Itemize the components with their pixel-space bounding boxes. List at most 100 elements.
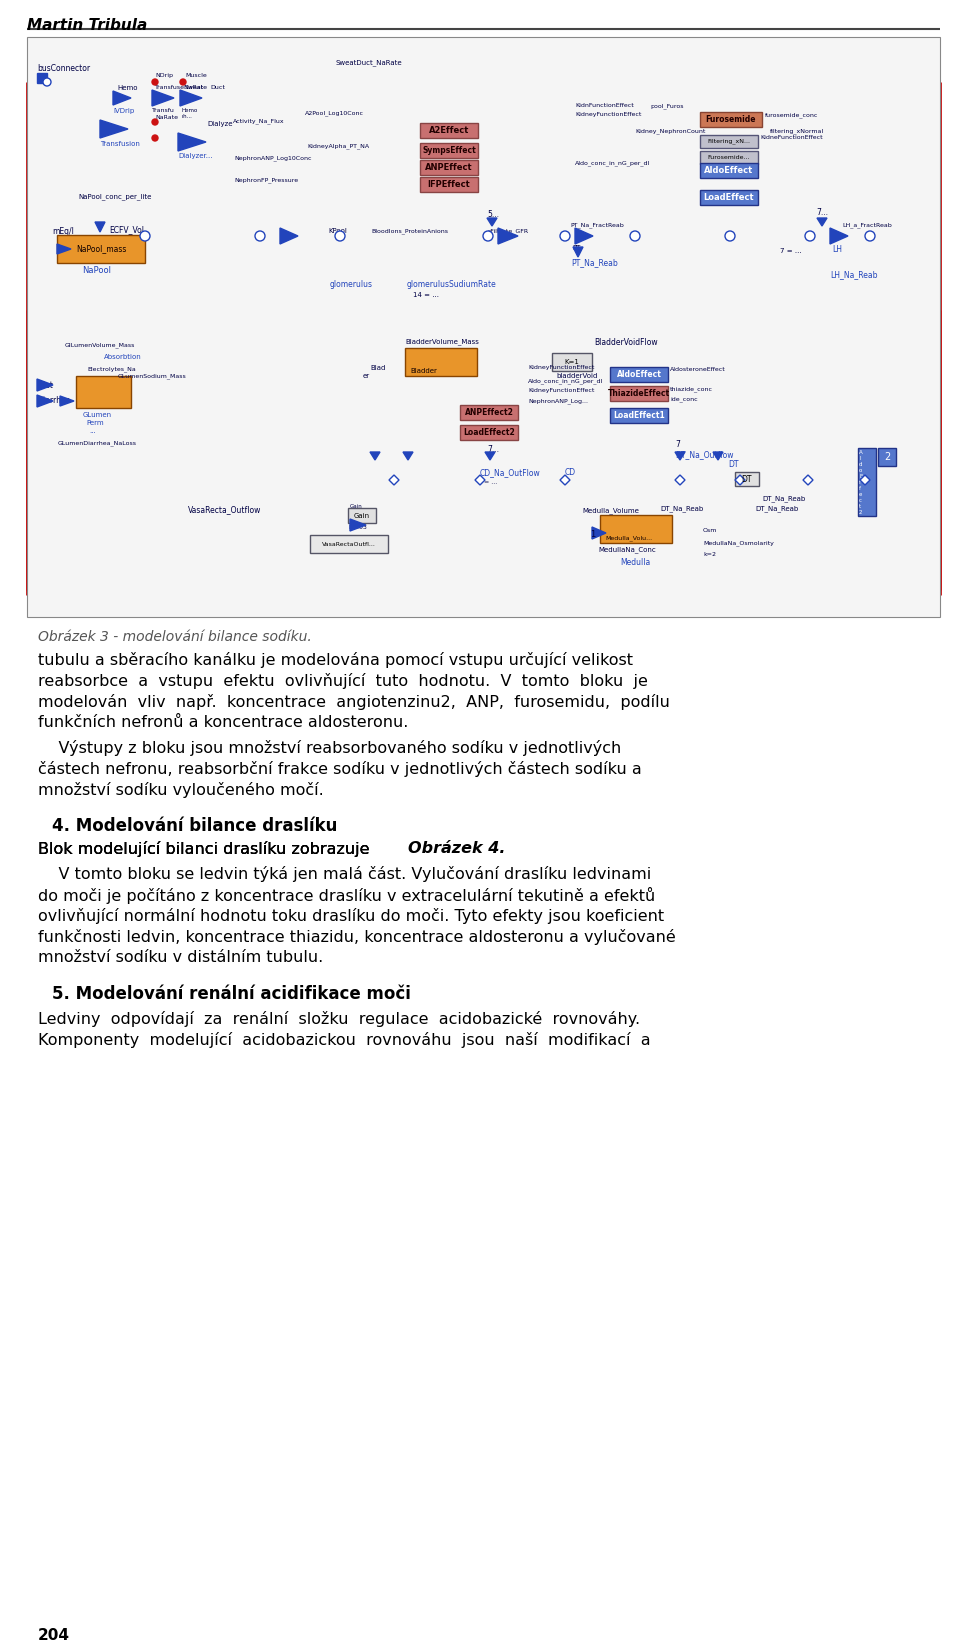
Text: mEq/l: mEq/l	[52, 226, 74, 236]
Text: Obrázek 4.: Obrázek 4.	[408, 840, 506, 855]
Text: filtering_xNormal: filtering_xNormal	[770, 129, 824, 134]
Text: SympsEffect: SympsEffect	[422, 145, 476, 155]
Text: 2: 2	[859, 510, 862, 515]
Text: DT_Na_Reab: DT_Na_Reab	[755, 505, 799, 512]
Text: Bladder: Bladder	[410, 368, 437, 375]
Polygon shape	[735, 475, 745, 485]
Text: NDrip: NDrip	[155, 73, 173, 78]
Bar	[348, 509, 376, 523]
Text: c: c	[859, 499, 862, 504]
Polygon shape	[860, 475, 870, 485]
Text: VasaRecta_Outflow: VasaRecta_Outflow	[188, 505, 261, 513]
Text: ANPEffect: ANPEffect	[425, 163, 473, 172]
Polygon shape	[573, 248, 583, 258]
Text: Furosemide...: Furosemide...	[708, 155, 751, 160]
Text: Furosemide: Furosemide	[706, 116, 756, 124]
Text: 7...: 7...	[816, 208, 828, 216]
Bar	[57, 234, 145, 263]
Polygon shape	[560, 475, 570, 485]
Polygon shape	[152, 91, 174, 106]
Circle shape	[865, 231, 875, 241]
Bar	[405, 348, 477, 376]
Text: Komponenty  modelující  acidobazickou  rovnováhu  jsou  naší  modifikací  a: Komponenty modelující acidobazickou rovn…	[38, 1032, 651, 1048]
Polygon shape	[113, 91, 131, 106]
Text: Martin Tribula: Martin Tribula	[27, 18, 147, 33]
Circle shape	[335, 231, 345, 241]
Text: l: l	[859, 456, 860, 461]
Bar	[858, 447, 876, 517]
Text: GLumen: GLumen	[83, 413, 112, 418]
Text: KidneyFunctionEffect: KidneyFunctionEffect	[528, 365, 594, 370]
Bar	[460, 424, 518, 441]
Polygon shape	[60, 396, 74, 406]
Bar	[700, 112, 762, 127]
Text: Transfusion: Transfusion	[100, 140, 140, 147]
Text: KPool: KPool	[328, 228, 347, 234]
Text: Medulla_Volume: Medulla_Volume	[582, 507, 638, 513]
Bar	[27, 36, 940, 617]
Circle shape	[560, 231, 570, 241]
Text: A2Effect: A2Effect	[429, 125, 469, 135]
Text: glomerulusSudiumRate: glomerulusSudiumRate	[407, 281, 496, 289]
Text: k=.03: k=.03	[348, 525, 367, 530]
Text: KidneFunctionEffect: KidneFunctionEffect	[760, 135, 823, 140]
Text: ANPEffect2: ANPEffect2	[465, 408, 514, 418]
Text: NephronFP_Pressure: NephronFP_Pressure	[234, 177, 299, 183]
Text: ide_conc: ide_conc	[670, 396, 698, 401]
Bar	[878, 447, 896, 466]
Text: Blok modelující bilanci draslíku zobrazuje: Blok modelující bilanci draslíku zobrazu…	[38, 840, 374, 857]
Bar	[310, 535, 388, 553]
Text: Activity_Na_Flux: Activity_Na_Flux	[233, 117, 284, 124]
Text: Gain: Gain	[354, 512, 370, 518]
Text: A: A	[859, 451, 863, 456]
Text: množství sodíku v distálním tubulu.: množství sodíku v distálním tubulu.	[38, 949, 324, 964]
Text: f: f	[859, 480, 861, 485]
Polygon shape	[280, 228, 298, 244]
Text: LoadEffect1: LoadEffect1	[613, 411, 665, 419]
Circle shape	[805, 231, 815, 241]
Bar	[420, 177, 478, 192]
Circle shape	[152, 119, 158, 125]
Text: Gain: Gain	[350, 504, 363, 509]
Text: bladderVoid: bladderVoid	[556, 373, 597, 380]
Text: Hemo
rh...: Hemo rh...	[182, 107, 199, 119]
Polygon shape	[675, 475, 685, 485]
Circle shape	[180, 79, 186, 84]
Polygon shape	[350, 518, 366, 532]
Text: 204: 204	[38, 1628, 70, 1643]
Text: LH: LH	[832, 244, 842, 254]
Text: ECFV_Vol: ECFV_Vol	[109, 225, 144, 234]
Text: Transfu: Transfu	[152, 107, 175, 112]
Bar	[37, 73, 47, 83]
Polygon shape	[803, 475, 813, 485]
Text: GLumenDiarrhea_NaLoss: GLumenDiarrhea_NaLoss	[58, 441, 137, 446]
Text: 5...: 5...	[487, 210, 499, 220]
Text: 7: 7	[675, 441, 680, 449]
Polygon shape	[498, 228, 518, 244]
Text: DT_Na_Outflow: DT_Na_Outflow	[675, 451, 733, 459]
Polygon shape	[403, 452, 413, 461]
Text: LoadEffect: LoadEffect	[704, 193, 755, 201]
Text: DT_Na_Reab: DT_Na_Reab	[762, 495, 805, 502]
Text: Obrázek 3 - modelování bilance sodíku.: Obrázek 3 - modelování bilance sodíku.	[38, 631, 312, 644]
Text: Blad: Blad	[370, 365, 385, 371]
Circle shape	[483, 231, 493, 241]
Text: ThiazideEffect: ThiazideEffect	[608, 390, 670, 398]
Circle shape	[255, 231, 265, 241]
Text: Aldo_conc_in_nG_per_dl: Aldo_conc_in_nG_per_dl	[575, 160, 650, 165]
Text: Kidney_NephronCount: Kidney_NephronCount	[635, 129, 706, 134]
Bar	[76, 376, 131, 408]
Text: funkčnosti ledvin, koncentrace thiazidu, koncentrace aldosteronu a vylučované: funkčnosti ledvin, koncentrace thiazidu,…	[38, 930, 676, 944]
Polygon shape	[475, 475, 485, 485]
Text: furosemide_conc: furosemide_conc	[765, 112, 818, 117]
Text: DT: DT	[742, 474, 753, 484]
Polygon shape	[713, 452, 723, 461]
Text: 1: 1	[590, 530, 595, 538]
Text: k=2: k=2	[703, 551, 716, 556]
Text: glomerulus: glomerulus	[330, 281, 373, 289]
Polygon shape	[592, 527, 606, 538]
Polygon shape	[37, 380, 53, 391]
Text: Osm: Osm	[703, 528, 717, 533]
Text: Perm: Perm	[86, 419, 104, 426]
Text: 7 = ...: 7 = ...	[780, 248, 802, 254]
